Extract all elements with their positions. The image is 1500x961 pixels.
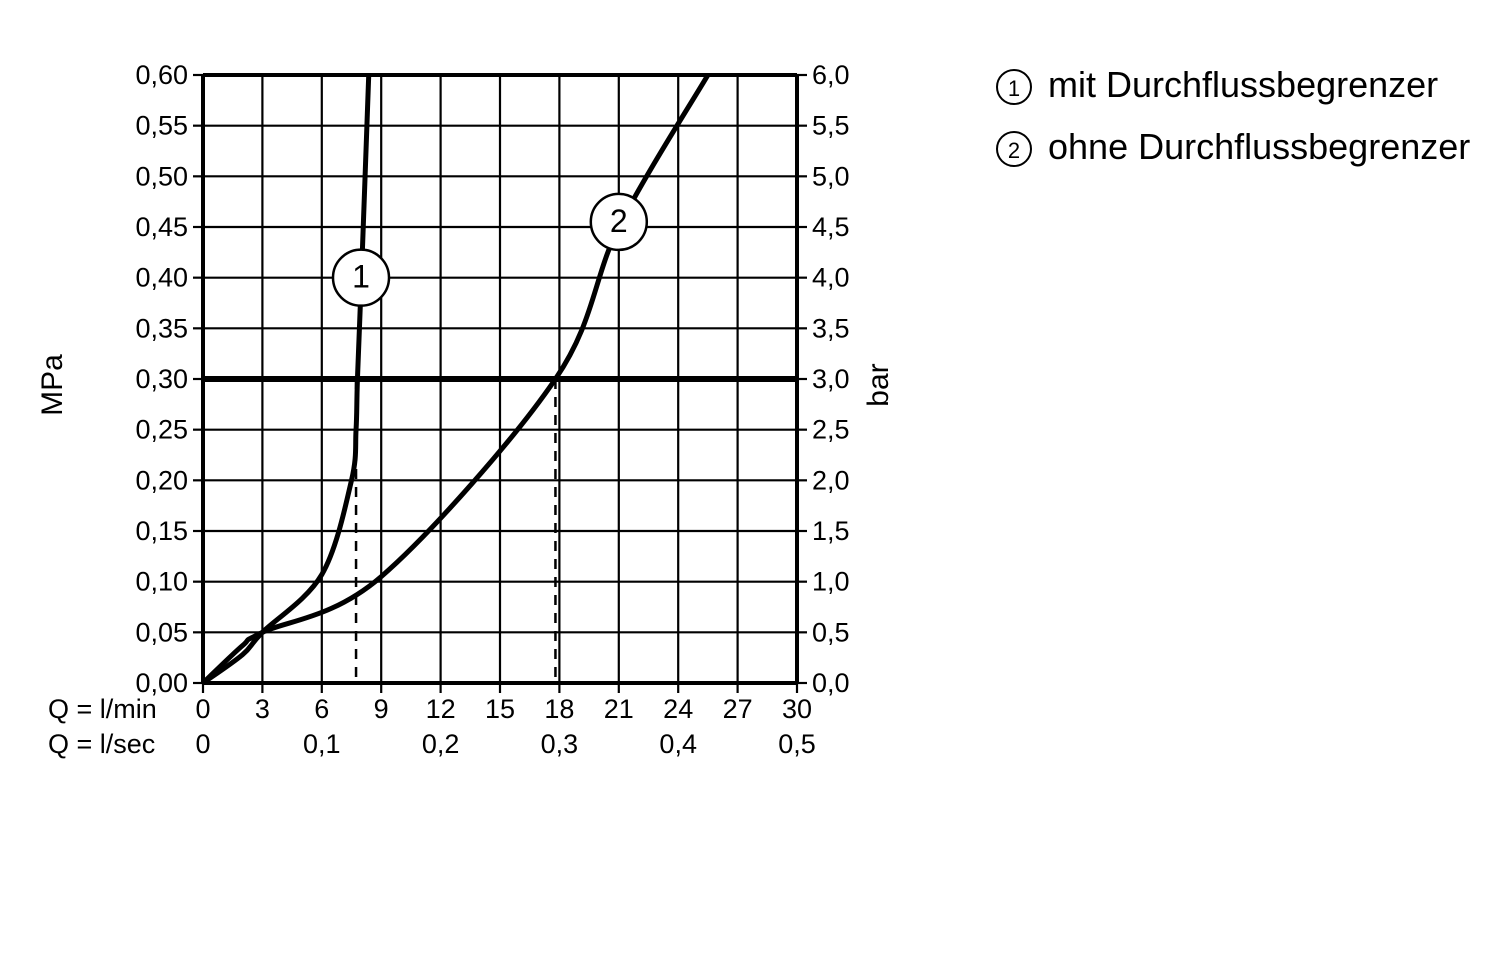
svg-text:3,5: 3,5: [812, 313, 850, 343]
svg-text:2: 2: [1008, 138, 1020, 163]
svg-text:6,0: 6,0: [812, 60, 850, 90]
svg-text:0,60: 0,60: [135, 60, 188, 90]
svg-text:0,05: 0,05: [135, 617, 188, 647]
svg-text:bar: bar: [862, 363, 895, 406]
svg-text:0,35: 0,35: [135, 313, 188, 343]
svg-text:0: 0: [195, 694, 210, 724]
svg-text:0,25: 0,25: [135, 415, 188, 445]
svg-text:21: 21: [604, 694, 634, 724]
svg-text:ohne Durchflussbegrenzer: ohne Durchflussbegrenzer: [1048, 126, 1470, 167]
svg-text:0,20: 0,20: [135, 465, 188, 495]
svg-text:5,5: 5,5: [812, 111, 850, 141]
svg-text:4,5: 4,5: [812, 212, 850, 242]
svg-text:0,5: 0,5: [778, 729, 816, 759]
svg-text:0,3: 0,3: [541, 729, 579, 759]
svg-text:0,55: 0,55: [135, 111, 188, 141]
svg-text:mit Durchflussbegrenzer: mit Durchflussbegrenzer: [1048, 64, 1438, 105]
svg-text:0,15: 0,15: [135, 516, 188, 546]
svg-text:0,5: 0,5: [812, 617, 850, 647]
svg-text:1: 1: [1008, 76, 1020, 101]
svg-text:2: 2: [610, 203, 628, 239]
svg-text:MPa: MPa: [36, 354, 69, 416]
svg-text:0,45: 0,45: [135, 212, 188, 242]
svg-text:12: 12: [426, 694, 456, 724]
svg-text:2,5: 2,5: [812, 415, 850, 445]
svg-text:Q = l/min: Q = l/min: [48, 694, 157, 724]
svg-text:1,0: 1,0: [812, 567, 850, 597]
svg-text:0,2: 0,2: [422, 729, 460, 759]
svg-text:9: 9: [374, 694, 389, 724]
svg-text:15: 15: [485, 694, 515, 724]
svg-text:5,0: 5,0: [812, 161, 850, 191]
svg-text:18: 18: [544, 694, 574, 724]
svg-text:0,10: 0,10: [135, 567, 188, 597]
svg-text:0,50: 0,50: [135, 161, 188, 191]
svg-text:30: 30: [782, 694, 812, 724]
svg-text:24: 24: [663, 694, 693, 724]
svg-text:2,0: 2,0: [812, 465, 850, 495]
svg-text:27: 27: [723, 694, 753, 724]
svg-text:6: 6: [314, 694, 329, 724]
svg-text:1: 1: [352, 259, 370, 295]
svg-text:Q = l/sec: Q = l/sec: [48, 729, 155, 759]
svg-text:0,30: 0,30: [135, 364, 188, 394]
svg-text:0,0: 0,0: [812, 668, 850, 698]
svg-text:4,0: 4,0: [812, 263, 850, 293]
svg-text:0,4: 0,4: [659, 729, 697, 759]
svg-text:1,5: 1,5: [812, 516, 850, 546]
svg-text:0,1: 0,1: [303, 729, 341, 759]
svg-text:3,0: 3,0: [812, 364, 850, 394]
svg-text:0,40: 0,40: [135, 263, 188, 293]
svg-text:3: 3: [255, 694, 270, 724]
svg-text:0: 0: [195, 729, 210, 759]
